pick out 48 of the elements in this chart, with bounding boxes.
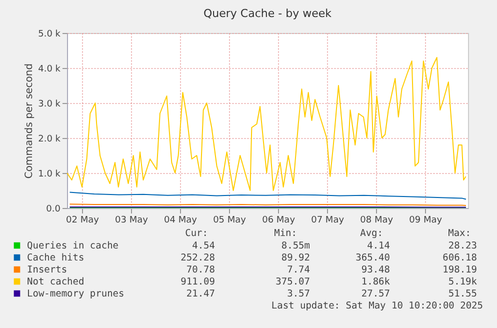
text: 375.07 xyxy=(276,276,310,288)
text: 28.23 xyxy=(448,240,477,252)
x-tick-label: 09 May xyxy=(409,216,443,226)
line-series xyxy=(69,192,466,200)
text: 21.47 xyxy=(186,288,215,300)
text: 1.86k xyxy=(361,276,390,288)
text: 8.55m xyxy=(281,240,310,252)
text: Last update: Sat May 10 10:20:00 2025 xyxy=(271,300,483,312)
legend-label: Cache hits xyxy=(27,252,84,264)
text: Cur: xyxy=(185,228,208,239)
text: 7.74 xyxy=(287,264,310,276)
legend-label: Queries in cache xyxy=(27,240,119,252)
y-axis-title: Commands per second xyxy=(24,63,36,179)
text: 70.78 xyxy=(186,264,216,276)
legend-label: Low-memory prunes xyxy=(27,288,124,300)
text: 606.18 xyxy=(442,252,478,264)
y-tick-label: 2.0 k xyxy=(38,134,62,144)
text: 89.92 xyxy=(281,252,310,264)
text: 51.55 xyxy=(448,288,477,300)
x-tick-label: 02 May xyxy=(66,216,100,226)
text: 198.19 xyxy=(442,264,478,276)
line-series xyxy=(67,57,466,191)
x-tick-label: 03 May xyxy=(115,216,149,226)
text: 4.54 xyxy=(192,240,216,252)
x-tick-label: 05 May xyxy=(213,216,247,226)
text: 4.14 xyxy=(367,240,390,252)
y-tick-label: 1.0 k xyxy=(38,170,62,180)
x-tick-label: 04 May xyxy=(164,216,198,226)
legend-label: Inserts xyxy=(27,264,68,276)
x-tick-label: 06 May xyxy=(262,216,296,226)
text: 5.19k xyxy=(448,276,478,288)
text: 93.48 xyxy=(361,264,390,276)
text: Max: xyxy=(448,228,471,239)
y-tick-label: 0.0 xyxy=(46,204,61,214)
text: 365.40 xyxy=(356,252,390,264)
text: 252.28 xyxy=(180,252,216,264)
text: 911.09 xyxy=(180,276,216,288)
y-tick-label: 4.0 k xyxy=(38,64,62,74)
legend-label: Not cached xyxy=(27,276,84,288)
y-tick-label: 5.0 k xyxy=(38,30,62,40)
x-tick-label: 07 May xyxy=(311,216,345,226)
chart-title: Query Cache - by week xyxy=(204,7,332,20)
text: 3.57 xyxy=(287,288,310,300)
text: 27.57 xyxy=(361,288,390,300)
text: Avg: xyxy=(360,228,383,239)
x-tick-label: 08 May xyxy=(360,216,394,226)
text: Min: xyxy=(274,228,297,239)
y-tick-label: 3.0 k xyxy=(38,100,62,110)
